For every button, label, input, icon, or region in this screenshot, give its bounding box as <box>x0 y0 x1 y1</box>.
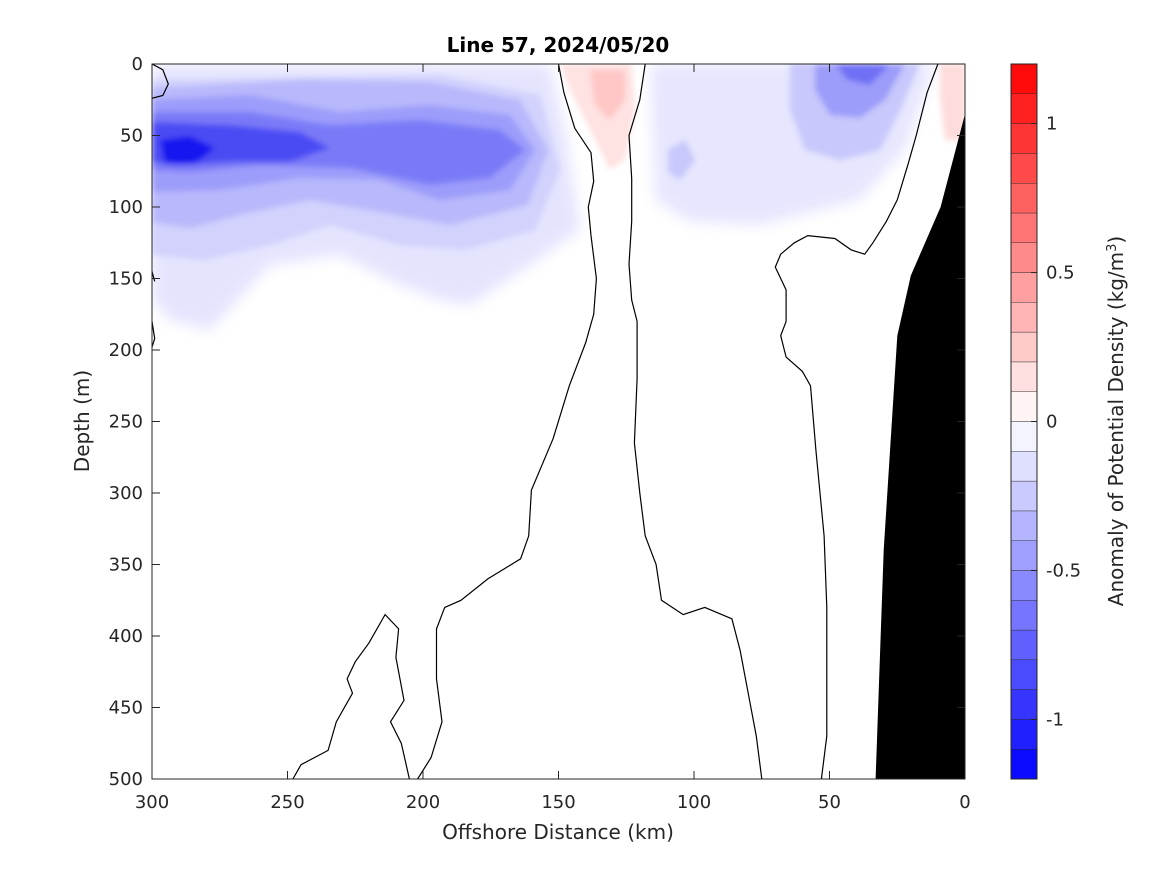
colorbar-tick-label: 1 <box>1046 114 1057 135</box>
colorbar-segment <box>1010 749 1038 780</box>
x-tick-label: 100 <box>677 792 711 813</box>
zero-contour-4 <box>292 613 410 779</box>
colorbar-segments <box>1010 63 1038 780</box>
x-axis-label: Offshore Distance (km) <box>442 820 674 844</box>
colorbar-tick-label: 0 <box>1046 412 1057 433</box>
colorbar-label-end: ) <box>1104 236 1128 244</box>
colorbar-segment <box>1010 153 1038 184</box>
anomaly-field <box>152 64 965 330</box>
y-tick-label: 400 <box>109 626 143 647</box>
colorbar-segment <box>1010 182 1038 214</box>
zero-contour-3 <box>417 64 598 779</box>
colorbar-segment <box>1010 242 1038 273</box>
x-tick-label: 0 <box>959 792 970 813</box>
positive-anomaly-offshore-core <box>590 70 625 120</box>
y-tick-label: 250 <box>109 412 143 433</box>
colorbar-segment <box>1010 93 1038 124</box>
x-tick-label: 250 <box>270 792 304 813</box>
y-tick-label: 100 <box>109 197 143 218</box>
colorbar-segment <box>1010 451 1038 482</box>
colorbar-segment <box>1010 540 1038 571</box>
colorbar: 1 0.5 0 -0.5 -1 Anomaly of Potential Density… <box>1010 63 1128 780</box>
colorbar-segment <box>1010 331 1038 363</box>
colorbar-tick-label: 0.5 <box>1046 263 1075 284</box>
y-tick-label: 0 <box>132 54 143 75</box>
colorbar-segment <box>1010 63 1038 94</box>
colorbar-segment <box>1010 600 1038 631</box>
colorbar-segment <box>1010 480 1038 512</box>
zero-contour-lines <box>152 64 939 779</box>
zero-contour-6 <box>774 64 939 779</box>
y-tick-label: 500 <box>109 769 143 790</box>
zero-contour-5 <box>628 64 763 779</box>
colorbar-label-text: Anomaly of Potential Density (kg/m <box>1104 252 1128 606</box>
y-tick-label: 200 <box>109 340 143 361</box>
colorbar-ticks: 1 0.5 0 -0.5 -1 <box>1031 114 1081 730</box>
chart-title: Line 57, 2024/05/20 <box>447 33 670 57</box>
x-tick-label: 50 <box>818 792 841 813</box>
colorbar-segment <box>1010 510 1038 541</box>
negative-anomaly-east-core <box>835 64 890 85</box>
y-tick-label: 350 <box>109 555 143 576</box>
colorbar-tick-label: -1 <box>1046 709 1064 730</box>
colorbar-segment <box>1010 629 1038 660</box>
zero-contour-2 <box>152 321 156 348</box>
negative-anomaly-east-blob <box>668 140 695 180</box>
colorbar-segment <box>1010 123 1038 154</box>
colorbar-segment <box>1010 272 1038 303</box>
colorbar-segment <box>1010 421 1038 452</box>
negative-anomaly-core <box>160 136 215 164</box>
y-axis-ticks: 0 50 100 150 200 250 300 350 400 450 500 <box>109 54 965 790</box>
y-axis-label: Depth (m) <box>70 370 94 472</box>
y-tick-label: 150 <box>109 269 143 290</box>
y-tick-label: 50 <box>120 126 143 147</box>
colorbar-label-superscript: 3 <box>1105 244 1120 252</box>
colorbar-segment <box>1010 689 1038 720</box>
x-axis-ticks: 300 250 200 150 100 50 0 <box>135 64 971 813</box>
bottom-topography <box>875 114 965 780</box>
colorbar-label: Anomaly of Potential Density (kg/m3) <box>1104 236 1128 606</box>
positive-anomaly-nearshore <box>940 64 965 140</box>
colorbar-segment <box>1010 212 1038 243</box>
x-tick-label: 300 <box>135 792 169 813</box>
colorbar-segment <box>1010 361 1038 392</box>
colorbar-tick-label: -0.5 <box>1046 560 1081 581</box>
colorbar-segment <box>1010 719 1038 750</box>
zero-contour-0 <box>152 64 169 99</box>
negative-anomaly-east-l3 <box>815 64 905 118</box>
colorbar-segment <box>1010 302 1038 333</box>
colorbar-segment <box>1010 391 1038 422</box>
colorbar-segment <box>1010 570 1038 601</box>
y-tick-label: 300 <box>109 483 143 504</box>
y-tick-label: 450 <box>109 698 143 719</box>
x-tick-label: 200 <box>406 792 440 813</box>
x-tick-label: 150 <box>541 792 575 813</box>
colorbar-segment <box>1010 659 1038 690</box>
